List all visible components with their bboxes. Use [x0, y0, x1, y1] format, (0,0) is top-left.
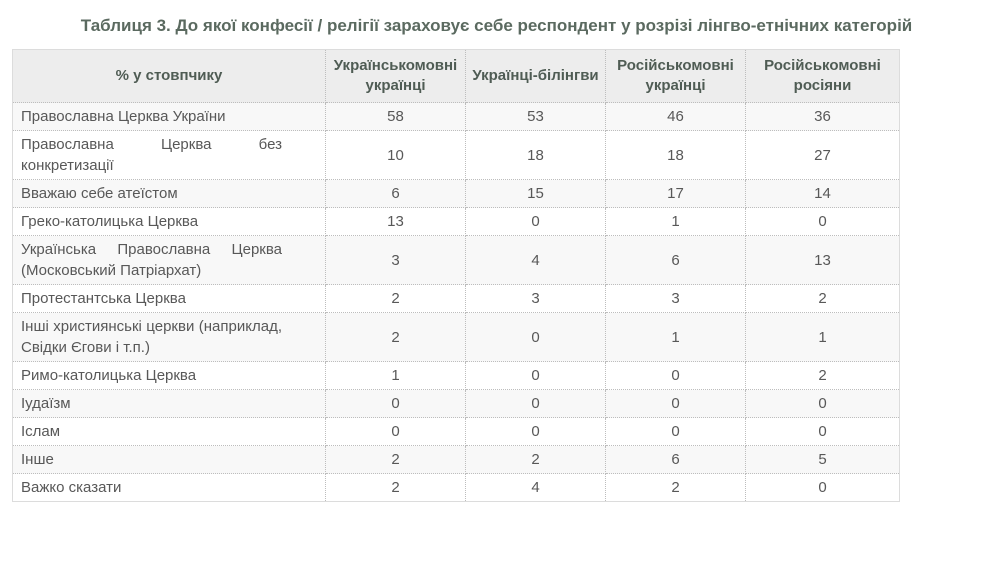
row-label-cell: Римо-католицька Церква — [12, 361, 326, 390]
table-row: Іудаїзм 0 0 0 0 — [12, 389, 900, 418]
row-label-cell: Протестантська Церква — [12, 284, 326, 313]
value-cell: 36 — [745, 102, 900, 131]
value-cell: 3 — [605, 284, 746, 313]
page-title: Таблиця 3. До якої конфесії / релігії за… — [80, 16, 913, 35]
row-label-cell: Інші християнські церкви (наприклад, Сві… — [12, 312, 326, 362]
row-label-cell: Українська Православна Церква (Московськ… — [12, 235, 326, 285]
value-cell: 0 — [605, 361, 746, 390]
table-row: Православна Церква України 58 53 46 36 — [12, 102, 900, 131]
value-cell: 2 — [605, 473, 746, 502]
value-cell: 3 — [465, 284, 606, 313]
value-cell: 46 — [605, 102, 746, 131]
value-cell: 0 — [465, 389, 606, 418]
value-cell: 0 — [325, 389, 466, 418]
value-cell: 0 — [745, 417, 900, 446]
value-cell: 1 — [605, 207, 746, 236]
value-cell: 0 — [605, 389, 746, 418]
table-row: Православна Церква без конкретизації 10 18… — [12, 130, 900, 180]
value-cell: 0 — [745, 207, 900, 236]
row-label-cell: Вважаю себе атеїстом — [12, 179, 326, 208]
value-cell: 53 — [465, 102, 606, 131]
table-body: Православна Церква України 58 53 46 36 Правос… — [12, 102, 900, 502]
value-cell: 13 — [745, 235, 900, 285]
value-cell: 10 — [325, 130, 466, 180]
value-cell: 13 — [325, 207, 466, 236]
value-cell: 0 — [465, 361, 606, 390]
table-row: Українська Православна Церква (Московськ… — [12, 235, 900, 285]
row-label-cell: Православна Церква України — [12, 102, 326, 131]
value-cell: 1 — [325, 361, 466, 390]
row-label-cell: Іслам — [12, 417, 326, 446]
column-header-russophone-ukrainians: Російськомовні українці — [605, 49, 746, 103]
column-header-bilingual-ukrainians: Українці-білінгви — [465, 49, 606, 103]
row-label-cell: Іудаїзм — [12, 389, 326, 418]
value-cell: 58 — [325, 102, 466, 131]
value-cell: 4 — [465, 473, 606, 502]
value-cell: 3 — [325, 235, 466, 285]
value-cell: 18 — [605, 130, 746, 180]
corner-header-cell: % у стовпчику — [12, 49, 326, 103]
value-cell: 2 — [325, 284, 466, 313]
value-cell: 4 — [465, 235, 606, 285]
value-cell: 2 — [745, 361, 900, 390]
value-cell: 6 — [605, 235, 746, 285]
value-cell: 0 — [465, 207, 606, 236]
value-cell: 0 — [745, 473, 900, 502]
value-cell: 2 — [325, 312, 466, 362]
value-cell: 2 — [745, 284, 900, 313]
value-cell: 0 — [465, 417, 606, 446]
row-label-cell: Інше — [12, 445, 326, 474]
value-cell: 2 — [325, 445, 466, 474]
table-header: % у стовпчику Українськомовні українці У… — [12, 49, 900, 103]
table-row: Протестантська Церква 2 3 3 2 — [12, 284, 900, 313]
value-cell: 2 — [325, 473, 466, 502]
row-label-cell: Православна Церква без конкретизації — [12, 130, 326, 180]
value-cell: 0 — [325, 417, 466, 446]
value-cell: 18 — [465, 130, 606, 180]
row-label-cell: Важко сказати — [12, 473, 326, 502]
value-cell: 0 — [605, 417, 746, 446]
value-cell: 5 — [745, 445, 900, 474]
value-cell: 0 — [465, 312, 606, 362]
value-cell: 1 — [605, 312, 746, 362]
value-cell: 0 — [745, 389, 900, 418]
value-cell: 15 — [465, 179, 606, 208]
table-row: Інше 2 2 6 5 — [12, 445, 900, 474]
row-label-cell: Греко-католицька Церква — [12, 207, 326, 236]
religion-survey-table: % у стовпчику Українськомовні українці У… — [12, 49, 900, 502]
table-row: Греко-католицька Церква 13 0 1 0 — [12, 207, 900, 236]
column-header-russophone-russians: Російськомовні росіяни — [745, 49, 900, 103]
value-cell: 27 — [745, 130, 900, 180]
value-cell: 14 — [745, 179, 900, 208]
table-row: Інші християнські церкви (наприклад, Сві… — [12, 312, 900, 362]
table-row: Іслам 0 0 0 0 — [12, 417, 900, 446]
header-row: % у стовпчику Українськомовні українці У… — [12, 49, 900, 103]
table-row: Вважаю себе атеїстом 6 15 17 14 — [12, 179, 900, 208]
value-cell: 17 — [605, 179, 746, 208]
value-cell: 2 — [465, 445, 606, 474]
value-cell: 6 — [325, 179, 466, 208]
value-cell: 1 — [745, 312, 900, 362]
table-row: Римо-католицька Церква 1 0 0 2 — [12, 361, 900, 390]
table-row: Важко сказати 2 4 2 0 — [12, 473, 900, 502]
value-cell: 6 — [605, 445, 746, 474]
column-header-ukrainophone-ukrainians: Українськомовні українці — [325, 49, 466, 103]
